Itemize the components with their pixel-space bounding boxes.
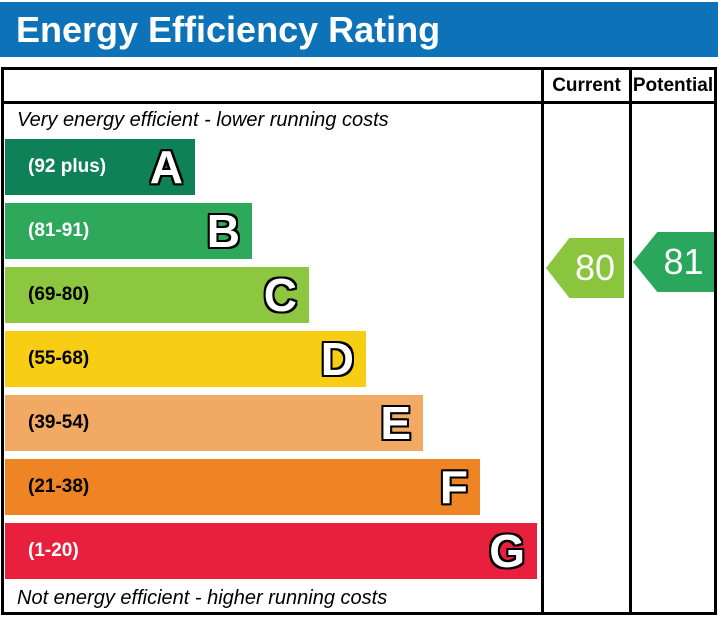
- column-divider-potential: [629, 70, 632, 612]
- band-letter: F: [439, 461, 468, 513]
- band-letter: G: [489, 525, 525, 577]
- band-range-label: (69-80): [28, 284, 90, 305]
- caption-very-efficient: Very energy efficient - lower running co…: [17, 109, 389, 131]
- column-header-potential: Potential: [632, 75, 714, 96]
- band-letter: E: [380, 397, 411, 449]
- title-bar: Energy Efficiency Rating: [0, 2, 718, 57]
- current-rating-arrow: 80: [546, 238, 624, 298]
- band-row-c: (69-80) C: [5, 267, 309, 323]
- band-range-label: (55-68): [28, 348, 90, 369]
- potential-rating-arrow: 81: [633, 232, 714, 292]
- band-range-label: (92 plus): [28, 156, 107, 177]
- band-row-e: (39-54) E: [5, 395, 423, 451]
- header-separator-line: [4, 101, 714, 104]
- band-row-g: (1-20) G: [5, 523, 537, 579]
- current-rating-value: 80: [574, 247, 616, 288]
- band-row-a: (92 plus) A: [5, 139, 195, 195]
- column-header-current: Current: [552, 75, 621, 96]
- band-range-label: (1-20): [28, 540, 79, 561]
- page-title: Energy Efficiency Rating: [16, 8, 441, 50]
- caption-not-efficient: Not energy efficient - higher running co…: [17, 587, 388, 609]
- band-range-label: (21-38): [28, 476, 90, 497]
- band-range-label: (81-91): [28, 220, 90, 241]
- chart-frame: Current Potential Very energy efficient …: [1, 67, 717, 615]
- band-range-label: (39-54): [28, 412, 90, 433]
- band-letter: C: [263, 269, 297, 321]
- band-letter: A: [149, 141, 183, 193]
- column-divider-current: [541, 70, 544, 612]
- band-row-f: (21-38) F: [5, 459, 480, 515]
- band-row-d: (55-68) D: [5, 331, 366, 387]
- band-letter: B: [206, 205, 240, 257]
- band-row-b: (81-91) B: [5, 203, 252, 259]
- band-letter: D: [320, 333, 354, 385]
- potential-rating-value: 81: [663, 241, 704, 282]
